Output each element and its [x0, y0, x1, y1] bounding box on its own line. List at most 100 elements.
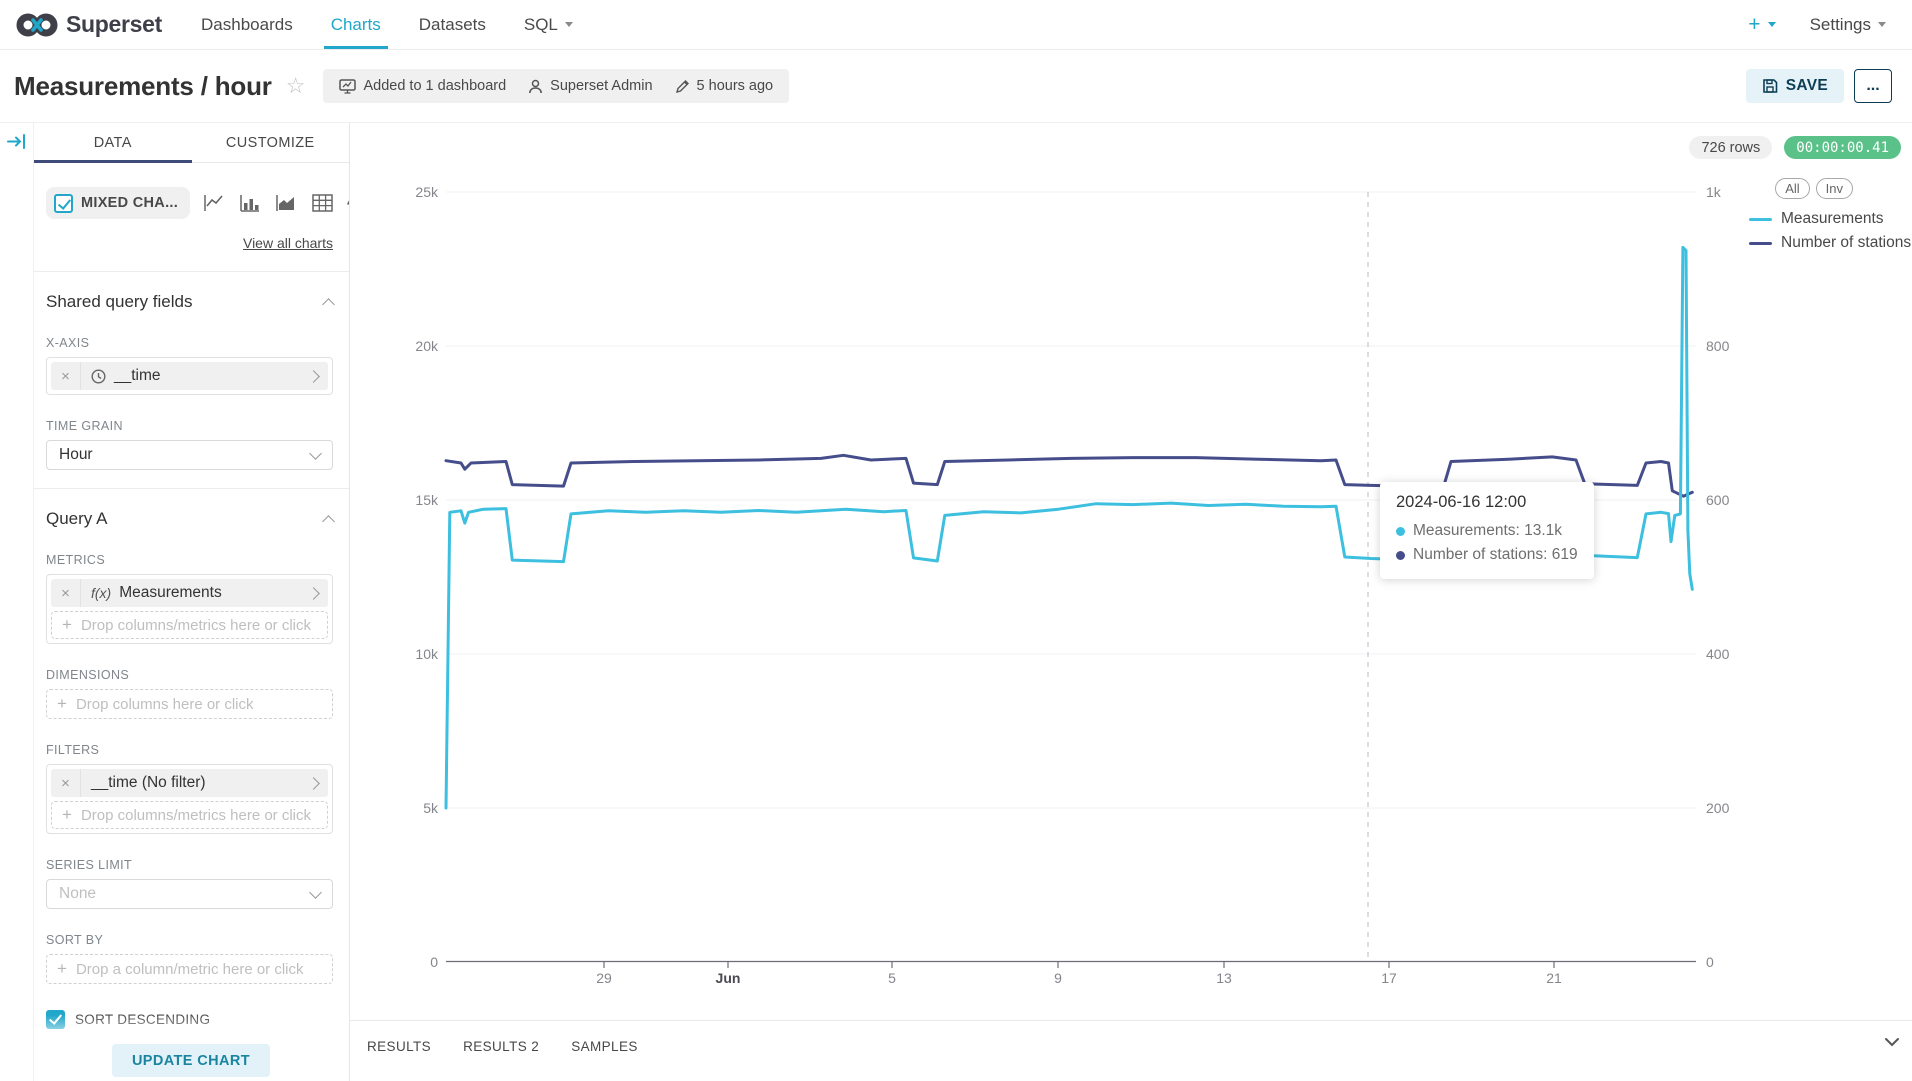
legend-invert-button[interactable]: Inv: [1815, 178, 1853, 199]
chart-control-panel: DATA CUSTOMIZE MIXED CHA... 4k: [34, 123, 350, 1081]
save-button[interactable]: SAVE: [1745, 69, 1844, 103]
y-right-tick-label: 400: [1706, 646, 1730, 662]
dropzone-hint: Drop columns/metrics here or click: [80, 616, 311, 634]
view-all-charts-link[interactable]: View all charts: [242, 235, 333, 251]
filters-label: FILTERS: [46, 743, 100, 757]
query-timer-badge: 00:00:00.41: [1784, 136, 1901, 159]
caret-down-icon: [1767, 22, 1776, 27]
last-modified-meta[interactable]: 5 hours ago: [675, 78, 774, 94]
bar-chart-icon[interactable]: [240, 194, 262, 212]
x-axis-value: __time: [114, 367, 161, 384]
caret-down-icon: [1878, 22, 1886, 27]
x-axis-label: X-AXIS: [46, 336, 90, 350]
mixed-timeseries-plot[interactable]: [444, 191, 1696, 968]
nav-item-datasets[interactable]: Datasets: [418, 14, 486, 34]
legend-item[interactable]: Number of stations: [1749, 231, 1911, 255]
close-icon[interactable]: ×: [51, 769, 81, 797]
legend-line-icon: [1749, 241, 1772, 245]
dropzone-hint: Drop a column/metric here or click: [75, 960, 304, 978]
tooltip-item: Number of stations: 619: [1396, 543, 1578, 567]
query-a-header[interactable]: Query A: [46, 509, 335, 529]
metrics-field: × f(x) Measurements + Drop columns/metri…: [46, 574, 333, 644]
nav-item-sql[interactable]: SQL: [505, 0, 592, 49]
brand-name: Superset: [66, 11, 163, 37]
chart-tooltip: 2024-06-16 12:00 Measurements: 13.1k Num…: [1380, 482, 1594, 580]
x-tick-label: Jun: [715, 970, 741, 986]
divider: [34, 488, 349, 489]
line-chart-icon[interactable]: [204, 194, 226, 212]
caret-right-icon[interactable]: [307, 369, 328, 383]
x-tick-label: 13: [1216, 970, 1232, 986]
tab-results-2[interactable]: RESULTS 2: [463, 1039, 540, 1054]
time-grain-select[interactable]: Hour: [46, 440, 333, 470]
star-icon[interactable]: ☆: [285, 73, 306, 98]
collapse-panel-icon[interactable]: [6, 133, 27, 150]
update-chart-button[interactable]: UPDATE CHART: [112, 1044, 270, 1077]
tab-samples[interactable]: SAMPLES: [571, 1039, 638, 1054]
chart-metadata-bar: Added to 1 dashboard Superset Admin 5 ho…: [323, 69, 790, 103]
filter-pill[interactable]: × __time (No filter): [51, 769, 328, 797]
nav-item-dashboards[interactable]: Dashboards: [201, 14, 293, 34]
last-modified-label: 5 hours ago: [696, 78, 774, 94]
series-limit-select[interactable]: None: [46, 879, 333, 909]
time-grain-value: Hour: [59, 446, 93, 463]
chevron-up-icon: [322, 515, 335, 528]
caret-right-icon[interactable]: [307, 776, 328, 790]
legend-item[interactable]: Measurements: [1749, 207, 1911, 231]
caret-right-icon[interactable]: [307, 586, 328, 600]
series-dot-icon: [1396, 550, 1405, 560]
superset-logo[interactable]: Superset: [0, 0, 182, 49]
panel-collapse-rail: [0, 123, 34, 1081]
owner-meta[interactable]: Superset Admin: [528, 78, 653, 94]
tab-results[interactable]: RESULTS: [367, 1039, 432, 1054]
y-left-tick-label: 15k: [415, 492, 438, 508]
user-icon: [529, 79, 543, 93]
y-right-tick-label: 200: [1706, 800, 1730, 816]
owner-meta-label: Superset Admin: [550, 78, 653, 94]
x-tick-label: 29: [596, 970, 612, 986]
dimensions-dropzone[interactable]: + Drop columns here or click: [46, 689, 333, 719]
legend-toggles: All Inv: [1775, 178, 1853, 199]
tab-data[interactable]: DATA: [34, 123, 192, 163]
y-left-tick-label: 25k: [415, 184, 438, 200]
tooltip-item-text: Measurements: 13.1k: [1413, 522, 1563, 539]
shared-query-fields-header[interactable]: Shared query fields: [46, 292, 335, 312]
save-icon: [1762, 79, 1778, 93]
metrics-dropzone[interactable]: + Drop columns/metrics here or click: [51, 611, 328, 639]
x-axis-pill[interactable]: × __time: [51, 362, 328, 390]
tooltip-item-text: Number of stations: 619: [1413, 546, 1578, 564]
plus-icon: +: [57, 959, 67, 978]
settings-label: Settings: [1809, 14, 1871, 34]
chart-header: Measurements / hour ☆ Added to 1 dashboa…: [0, 50, 1912, 123]
dropzone-hint: Drop columns here or click: [75, 695, 254, 713]
time-grain-label: TIME GRAIN: [46, 419, 123, 433]
sort-by-dropzone[interactable]: + Drop a column/metric here or click: [46, 954, 333, 984]
metric-pill[interactable]: × f(x) Measurements: [51, 579, 328, 607]
close-icon[interactable]: ×: [51, 362, 81, 390]
section-title: Shared query fields: [46, 292, 193, 311]
caret-down-icon: [564, 22, 573, 27]
chevron-up-icon: [322, 298, 335, 311]
filters-dropzone[interactable]: + Drop columns/metrics here or click: [51, 801, 328, 829]
new-item-button[interactable]: +: [1748, 13, 1776, 37]
area-chart-icon[interactable]: [276, 194, 298, 212]
more-options-button[interactable]: ...: [1854, 69, 1892, 103]
nav-item-charts[interactable]: Charts: [312, 0, 400, 49]
chart-canvas-area: 726 rows 00:00:00.41 All Inv Measurement…: [350, 123, 1912, 1081]
chevron-down-icon[interactable]: [1882, 1032, 1902, 1052]
dashboards-meta[interactable]: Added to 1 dashboard: [339, 78, 506, 94]
plus-icon: +: [57, 694, 67, 713]
dashboard-icon: [339, 78, 357, 94]
tab-customize[interactable]: CUSTOMIZE: [225, 134, 315, 151]
viz-type-chip[interactable]: MIXED CHA...: [46, 187, 191, 219]
section-title: Query A: [46, 509, 108, 528]
big-number-chart-icon[interactable]: 4k: [347, 194, 349, 212]
viz-type-label: MIXED CHA...: [81, 195, 179, 211]
metrics-label: METRICS: [46, 553, 106, 567]
dimensions-label: DIMENSIONS: [46, 668, 130, 682]
x-tick-label: 17: [1381, 970, 1397, 986]
table-chart-icon[interactable]: [312, 194, 333, 212]
legend-select-all-button[interactable]: All: [1775, 178, 1810, 199]
close-icon[interactable]: ×: [51, 579, 81, 607]
settings-menu[interactable]: Settings: [1810, 15, 1886, 35]
